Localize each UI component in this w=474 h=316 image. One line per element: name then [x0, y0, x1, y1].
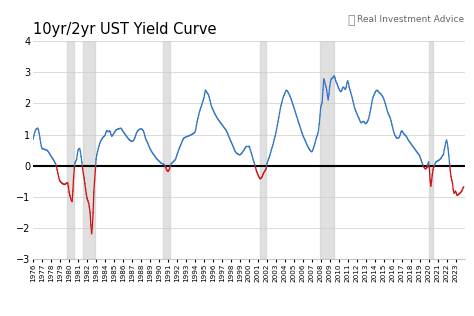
Text: Real Investment Advice: Real Investment Advice	[357, 15, 465, 24]
Bar	[429, 41, 433, 259]
Bar	[320, 41, 334, 259]
Bar	[67, 41, 73, 259]
Text: 🦅: 🦅	[347, 14, 355, 27]
Bar	[164, 41, 170, 259]
Text: 10yr/2yr UST Yield Curve: 10yr/2yr UST Yield Curve	[33, 22, 217, 37]
Bar	[260, 41, 266, 259]
Bar	[82, 41, 95, 259]
